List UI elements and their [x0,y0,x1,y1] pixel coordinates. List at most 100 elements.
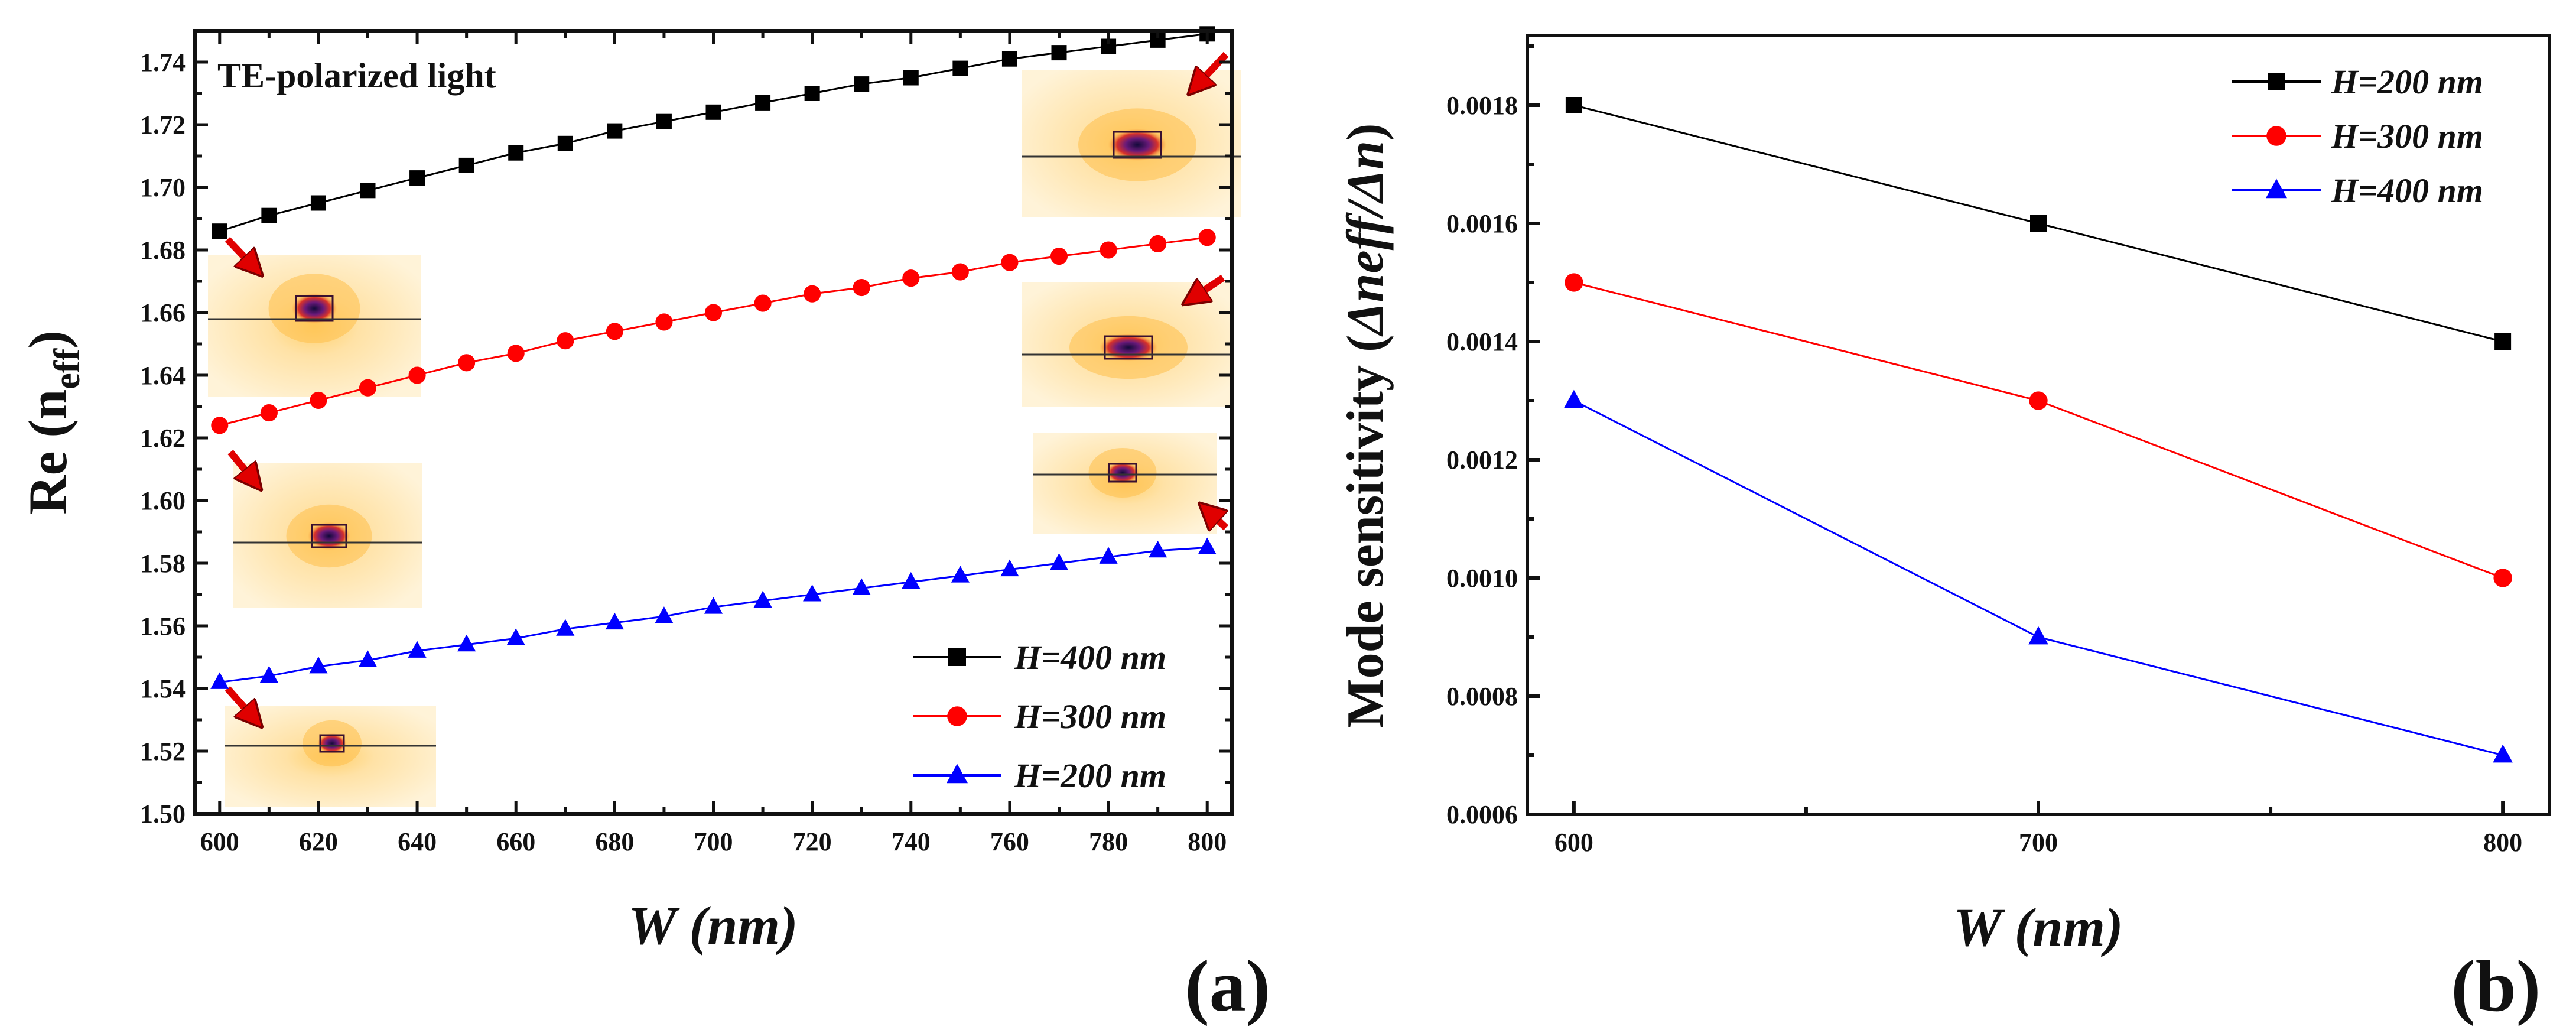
inset-core [1108,128,1167,161]
x-axis-ticks-b: 600 700 800 [1554,801,2522,857]
data-point [1198,537,1217,554]
data-point [556,619,575,636]
data-point [409,170,425,186]
data-point [2493,569,2512,587]
panel-label-b: (b) [2451,946,2541,1026]
panel-a: 600 620 640 660 680 700 720 740 760 780 800 1.501.… [18,26,1270,1026]
x-tick-label: 620 [299,827,338,856]
data-point [1050,248,1068,265]
arrow-mark [227,450,251,477]
data-point [2028,626,2048,645]
data-point [951,263,969,281]
data-point [1049,553,1069,570]
inset-core [291,293,337,324]
mode-profile-inset [208,255,421,397]
data-point [309,656,328,674]
data-point [507,345,525,362]
legend-marker [947,706,967,726]
data-point [212,223,227,239]
legend-marker [2268,73,2285,90]
x-tick-label: 600 [200,827,239,856]
data-point [1099,547,1118,564]
y-tick-label: 1.68 [140,236,186,265]
legend-label: H=300 nm [1014,697,1166,736]
legend-a: H=400 nm H=300 nm H=200 nm [913,638,1166,795]
x-tick-label: 760 [990,827,1029,856]
x-tick-label: 740 [892,827,931,856]
series-h-400-nm [212,26,1215,239]
data-point [951,566,970,583]
data-point [804,86,820,101]
y-axis-label-a: Re (neff) [18,330,87,515]
legend-marker [948,648,966,666]
x-tick-label: 700 [694,827,733,856]
mode-arrows [225,51,1226,715]
data-point [408,641,427,658]
x-tick-label: 800 [2483,828,2522,857]
data-point [704,597,723,614]
y-tick-label: 0.0010 [1446,564,1518,593]
y-tick-label: 0.0016 [1446,209,1518,238]
data-point [1565,273,1583,292]
y-tick-label: 1.54 [140,674,186,703]
mode-profile-inset [1022,70,1241,217]
data-point [755,95,771,111]
data-point [1149,540,1167,558]
y-tick-label: 1.62 [140,424,186,453]
series-group-b [1564,97,2513,763]
arrow-mark [225,686,251,715]
legend-label: H=400 nm [2331,171,2483,210]
data-point [508,145,524,161]
series-h-200-nm [210,537,1217,689]
data-point [803,584,822,602]
data-point [606,323,623,340]
data-point [359,379,377,397]
y-tick-label: 0.0018 [1446,91,1518,120]
x-axis-label-b: W (nm) [1953,897,2123,957]
series-h-300-nm [1565,273,2512,587]
mode-profile-inset [225,706,436,807]
data-point [656,113,672,129]
x-tick-label: 700 [2019,828,2058,857]
legend-entry: H=400 nm [913,638,1166,677]
x-tick-label: 660 [496,827,535,856]
data-point [458,157,474,173]
y-tick-label: 1.64 [140,361,186,390]
data-point [1564,389,1584,408]
y-tick-label: 1.56 [140,612,186,641]
data-point [358,650,378,667]
y-tick-label: 1.66 [140,298,186,327]
data-point [952,60,968,76]
data-point [754,294,772,312]
y-axis-ticks-a: 1.50 1.52 1.54 1.56 1.58 1.60 1.62 1.64 1.66 1.68… [140,29,1232,829]
data-point [903,70,919,86]
data-point [506,628,525,645]
data-point [1100,241,1117,259]
x-axis-label-a: W (nm) [628,895,798,956]
data-point [210,672,229,689]
data-point [260,404,278,422]
legend-b: H=200 nm H=300 nm H=400 nm [2232,63,2483,210]
inset-core [317,733,347,754]
legend-entry: H=200 nm [913,756,1166,795]
y-tick-label: 1.60 [140,486,186,515]
data-point [804,285,821,303]
data-point [2494,333,2512,350]
data-point [1001,51,1017,67]
data-point [261,207,277,223]
x-tick-label: 800 [1188,827,1227,856]
data-point [2029,391,2048,410]
inset-core [1099,333,1158,362]
data-point [457,634,476,652]
legend-marker [947,764,968,784]
data-point [360,183,376,199]
data-point [1149,235,1167,252]
data-point [1565,97,1582,113]
data-point [2030,215,2047,232]
y-tick-label: 0.0008 [1446,682,1518,711]
y-tick-label: 1.70 [140,173,186,202]
waveguide-outline [319,734,345,753]
data-point [854,76,870,92]
legend-entry: H=400 nm [2232,171,2483,210]
